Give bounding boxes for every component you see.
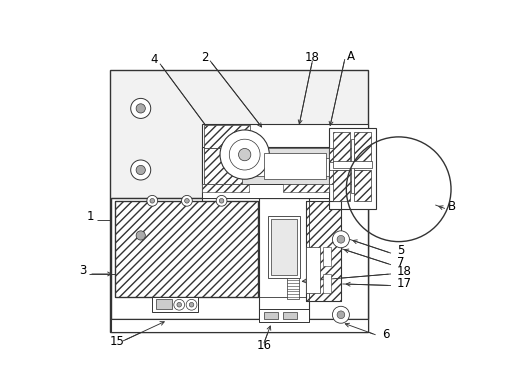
Bar (111, 319, 368, 332)
Bar (202, 147, 368, 185)
Circle shape (182, 195, 192, 206)
Circle shape (150, 199, 155, 203)
Bar (271, 219, 297, 275)
Bar (111, 198, 368, 319)
Text: A: A (347, 50, 355, 62)
Circle shape (131, 225, 151, 245)
Bar (354, 170, 371, 201)
Circle shape (332, 231, 349, 248)
Bar (268, 216, 300, 278)
Bar (204, 149, 366, 158)
Text: 3: 3 (80, 264, 87, 277)
Bar (354, 131, 371, 162)
Bar (264, 153, 325, 179)
Circle shape (136, 231, 145, 240)
Text: 5: 5 (397, 244, 404, 257)
Circle shape (238, 149, 251, 161)
Text: 17: 17 (397, 277, 412, 290)
Circle shape (216, 195, 227, 206)
Bar (156, 300, 172, 309)
Text: 2: 2 (201, 51, 208, 64)
Circle shape (189, 302, 194, 307)
Bar (323, 247, 331, 266)
Text: 6: 6 (382, 328, 389, 341)
Bar (323, 274, 331, 293)
Circle shape (131, 98, 151, 119)
Circle shape (136, 104, 145, 113)
Text: 18: 18 (305, 51, 320, 64)
Bar (152, 297, 198, 312)
Bar (259, 198, 308, 321)
Bar (306, 201, 341, 301)
Text: B: B (448, 200, 456, 213)
Bar (287, 278, 298, 300)
Bar (204, 125, 250, 149)
Bar (329, 128, 376, 209)
Bar (264, 312, 278, 319)
Text: 光束: 光束 (289, 161, 301, 171)
Bar (202, 124, 368, 205)
Circle shape (229, 139, 260, 170)
Bar (283, 184, 329, 191)
Circle shape (131, 160, 151, 180)
Bar (110, 70, 368, 332)
Text: 1: 1 (87, 210, 94, 223)
Bar (202, 184, 249, 191)
Bar (329, 170, 366, 184)
Bar (333, 161, 372, 168)
Circle shape (337, 236, 345, 243)
Circle shape (337, 311, 345, 319)
Text: 18: 18 (397, 265, 412, 278)
Circle shape (184, 199, 189, 203)
Circle shape (186, 300, 197, 310)
Bar (259, 308, 308, 323)
Circle shape (177, 302, 182, 307)
Bar (333, 170, 350, 201)
Bar (329, 149, 366, 162)
Bar (204, 149, 242, 184)
Bar (283, 312, 297, 319)
Bar (306, 247, 320, 293)
Bar (116, 201, 258, 297)
Text: 16: 16 (257, 339, 271, 352)
Bar (306, 201, 341, 301)
Text: 4: 4 (151, 53, 158, 66)
Text: 7: 7 (397, 256, 404, 269)
Bar (116, 201, 258, 297)
Bar (333, 131, 350, 162)
Bar (204, 176, 366, 184)
Circle shape (219, 199, 224, 203)
Circle shape (220, 130, 269, 179)
Circle shape (174, 300, 184, 310)
Circle shape (136, 165, 145, 175)
Bar (202, 184, 329, 198)
Circle shape (332, 306, 349, 323)
Circle shape (147, 195, 157, 206)
Bar (351, 139, 354, 193)
Text: 15: 15 (109, 335, 125, 348)
